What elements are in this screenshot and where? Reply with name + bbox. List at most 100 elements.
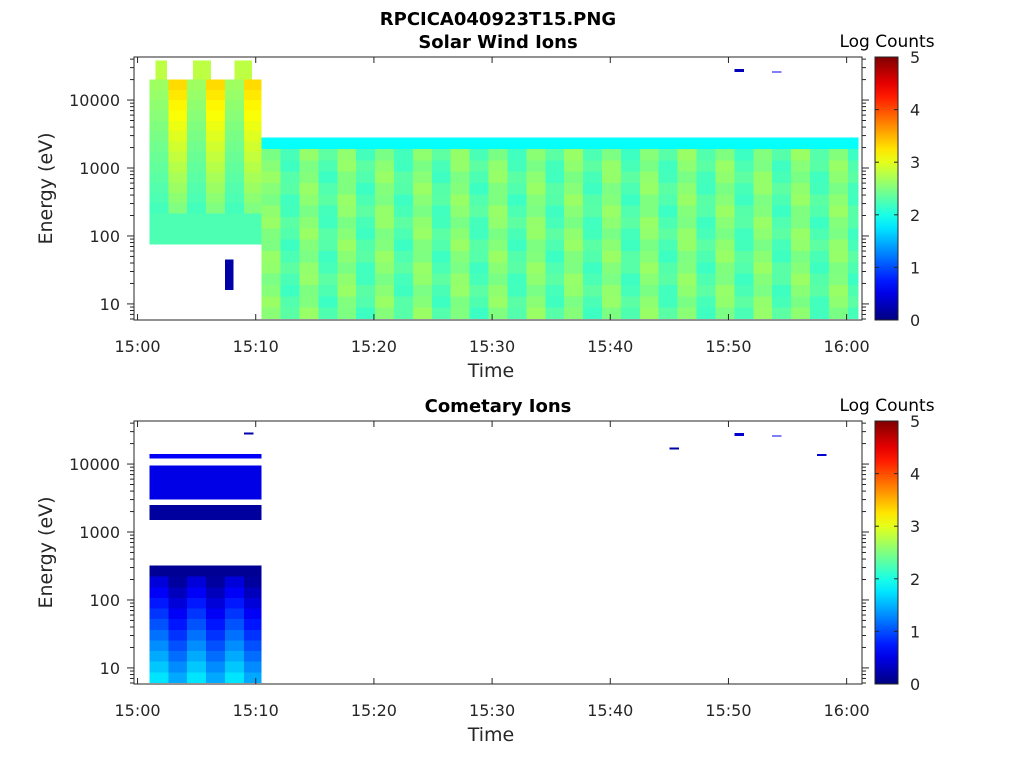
heatmap-cell [299,307,319,319]
heatmap-cell [545,182,565,195]
heatmap-cell [488,228,508,240]
heatmap-cell [734,205,754,217]
heatmap-cell [450,194,470,206]
heatmap-cell [337,216,357,229]
heatmap-cell [243,120,262,132]
heatmap-cell [488,284,508,297]
heatmap-cell [261,171,281,183]
heatmap-cell [375,239,394,251]
colorbar-label: Log Counts [839,396,934,416]
heatmap-cell [696,182,716,195]
heatmap-cell [620,171,640,183]
heatmap-cell [583,284,602,297]
heatmap-cell [225,672,244,683]
heatmap-cell [394,296,413,308]
heatmap-cell [469,228,489,240]
heatmap-cell [168,608,188,620]
heatmap-cell [469,205,489,217]
heatmap-cell [450,171,470,183]
heatmap-cell [155,60,168,80]
heatmap-cell [168,576,188,588]
heatmap-cell [149,110,169,121]
y-tick-label: 100 [89,591,120,610]
heatmap-cell [431,228,451,240]
heatmap-cell [507,137,527,149]
x-tick-label: 15:50 [705,337,751,356]
heatmap-cell [602,262,621,274]
heatmap-cell [412,262,432,274]
heatmap-cell [225,182,244,193]
heatmap-cell [225,100,244,111]
heatmap-cell [356,137,376,149]
heatmap-cell [168,79,188,90]
heatmap-cell [564,228,584,240]
heatmap-cell [810,262,829,274]
heatmap-cell [206,162,225,173]
heatmap-cell [149,597,169,609]
heatmap-cell [602,250,621,263]
heatmap-cell [715,205,735,217]
heatmap-cell [810,216,829,229]
heatmap-cell [696,194,716,206]
heatmap-cell [715,194,735,206]
heatmap-cell [715,250,735,263]
heatmap-cell [337,205,357,217]
heatmap-cell [450,284,470,297]
heatmap-cell [526,216,546,229]
heatmap-cell [677,137,697,149]
heatmap-cell [261,239,281,251]
heatmap-cell [602,273,621,285]
heatmap-cell [206,120,225,132]
heatmap-cell [715,160,735,172]
heatmap-cell [149,504,262,521]
heatmap-cell [696,273,716,285]
heatmap-cell [193,60,211,80]
heatmap-cell [828,182,848,195]
colorbar-tick-label: 3 [910,153,920,172]
heatmap-cell [810,171,829,183]
heatmap-cell [677,148,697,161]
heatmap-cell [847,239,859,251]
heatmap-cell [545,296,565,308]
heatmap-cell [149,120,169,132]
heatmap-cell [168,131,188,142]
heatmap-cell [526,273,546,285]
heatmap-cell [658,194,678,206]
heatmap-cell [168,597,188,609]
heatmap-cell [412,296,432,308]
heatmap-cell [847,228,859,240]
heatmap-cell [187,672,207,683]
heatmap-cell [753,273,773,285]
heatmap-cell [206,89,225,101]
heatmap-cell [715,216,735,229]
heatmap-cell [772,239,792,251]
heatmap-cell [243,576,262,588]
heatmap-cell [658,160,678,172]
x-tick-label: 15:40 [587,701,633,720]
panel-2: 15:00 15:10 15:20 15:30 15:40 15:50 16:00 Time 1… [35,396,935,746]
x-axis-label: Time [467,360,515,382]
heatmap-cell [715,273,735,285]
heatmap-cell [149,100,169,111]
heatmap-cell [620,148,640,161]
heatmap-cell [602,239,621,251]
heatmap-cell [772,71,782,73]
heatmap-cell [280,194,300,206]
heatmap-cell [658,216,678,229]
heatmap-cell [677,194,697,206]
x-tick-label: 15:30 [469,701,515,720]
heatmap-cell [243,79,262,90]
heatmap-cell [791,250,810,263]
heatmap-cell [243,234,262,245]
heatmap-cell [488,296,508,308]
heatmap-cell [772,171,792,183]
heatmap-cell [431,273,451,285]
heatmap-cell [394,216,413,229]
heatmap-cell [734,137,754,149]
heatmap-cell [394,250,413,263]
heatmap-cell [206,79,225,90]
heatmap-cell [507,262,527,274]
heatmap-cell [620,250,640,263]
heatmap-cell [791,228,810,240]
heatmap-cell [715,284,735,297]
